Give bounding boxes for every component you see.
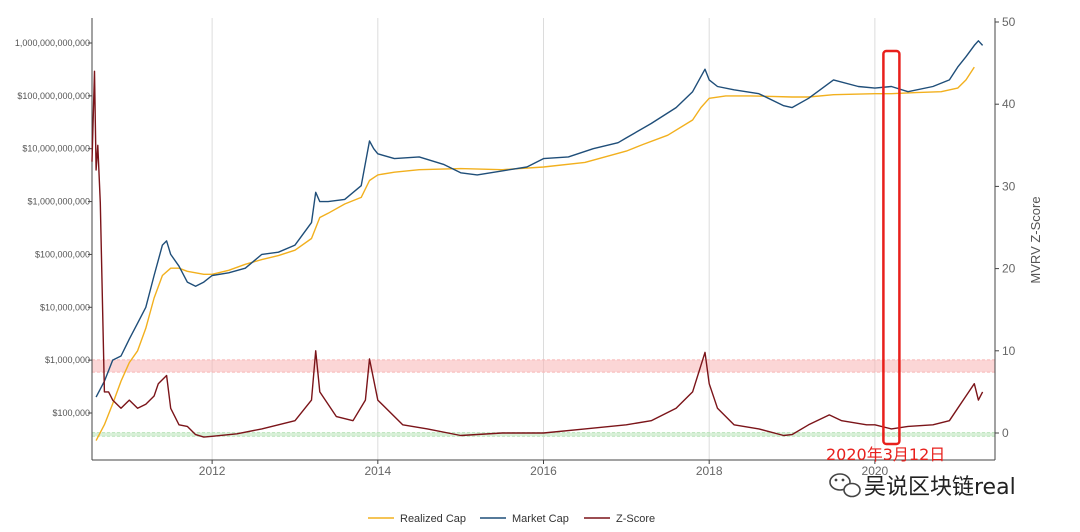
y-axis-right-ticks: 0 10 20 30 40 50 — [995, 15, 1016, 440]
x-axis-ticks: 2012 2014 2016 2018 2020 — [199, 460, 889, 478]
y-left-tick-label: $100,000,000 — [35, 249, 90, 259]
series-line-realized-cap — [95, 66, 975, 441]
x-tick-label: 2014 — [364, 464, 391, 478]
x-tick-label: 2016 — [530, 464, 557, 478]
y-right-tick-label: 10 — [1002, 344, 1016, 358]
y-left-tick-label: 1,000,000,000,000 — [15, 38, 90, 48]
y-left-tick-label: $10,000,000,000 — [22, 144, 90, 154]
y-axis-left-ticks: $100,000 $1,000,000 $10,000,000 $100,000,00… — [15, 38, 92, 418]
y-axis-right-label: MVRV Z-Score — [1028, 196, 1043, 283]
y-right-tick-label: 0 — [1002, 426, 1009, 440]
y-right-tick-label: 20 — [1002, 262, 1016, 276]
annotation-label: 2020年3月12日 — [826, 445, 945, 464]
legend-label: Realized Cap — [400, 513, 466, 525]
watermark-label: 吴说区块链real — [864, 475, 1016, 500]
y-left-tick-label: $100,000,000,000 — [17, 91, 90, 101]
y-right-tick-label: 50 — [1002, 15, 1016, 29]
legend-label: Z-Score — [616, 513, 655, 525]
y-left-tick-label: $1,000,000 — [45, 355, 90, 365]
annotation-marker: 2020年3月12日 — [826, 49, 945, 464]
series-line-market-cap — [95, 40, 984, 398]
watermark: 吴说区块链real — [829, 473, 1016, 500]
legend-label: Market Cap — [512, 513, 569, 525]
y-left-tick-label: $1,000,000,000 — [27, 197, 90, 207]
grid-lines — [211, 18, 876, 460]
band-1 — [92, 432, 995, 437]
wechat-icon — [829, 473, 861, 498]
y-right-tick-label: 30 — [1002, 179, 1016, 193]
y-left-tick-label: $10,000,000 — [40, 302, 90, 312]
series-lines — [91, 40, 984, 441]
x-tick-label: 2018 — [696, 464, 723, 478]
y-right-tick-label: 40 — [1002, 97, 1016, 111]
y-left-tick-label: $100,000 — [52, 408, 90, 418]
x-tick-label: 2020 — [862, 464, 889, 478]
legend: Realized Cap Market Cap Z-Score — [368, 513, 655, 525]
annotation-box — [882, 49, 901, 446]
band-0 — [92, 359, 995, 373]
series-line-z-score — [91, 70, 984, 438]
x-tick-label: 2012 — [199, 464, 226, 478]
